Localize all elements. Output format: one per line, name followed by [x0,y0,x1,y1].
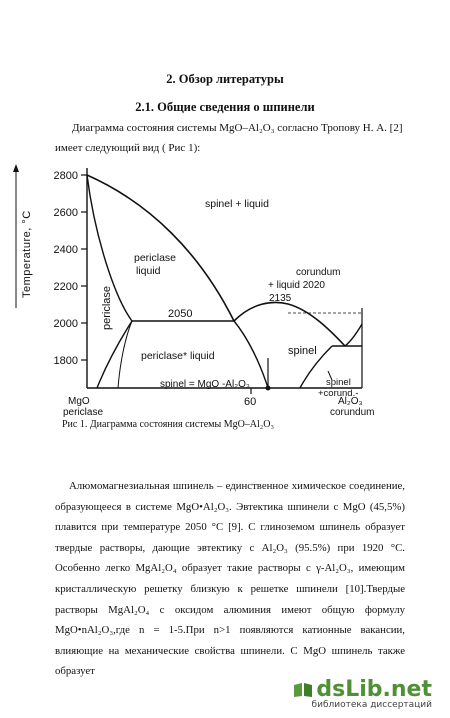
subsection-title: 2.1. Общие сведения о шпинели [135,100,315,114]
figure-caption: Рис 1. Диаграмма состояния системы MgO–A… [62,419,274,430]
spinel-composition-dot [265,385,271,391]
intro-line-1: Диаграмма состояния системы MgO–Al₂O₃ со… [72,122,403,134]
x-tick-60: 60 [244,396,256,408]
label-spinel-formula: spinel = MgO -Al₂O₃ [160,379,250,390]
label-corundum-liquid-1: corundum [296,267,340,278]
phase-diagram: Temperature, °C 2800 2600 2400 2200 2000… [13,164,374,430]
y-axis-arrow-head [13,164,19,172]
corundum-liquidus [344,323,363,347]
label-spinel-corund-1: spinel [326,377,351,388]
spinel-corund-arrow [327,370,333,381]
body-paragraph: Алюмомагнезиальная шпинель – единственно… [55,476,405,682]
label-2050: 2050 [168,308,192,320]
periclase-solvus [86,174,133,389]
label-2135: 2135 [269,293,292,304]
spinel-solvus-right [299,345,333,389]
y-tick-2200: 2200 [54,281,78,293]
y-tick-2600: 2600 [54,207,78,219]
section-title: 2. Обзор литературы [166,72,284,86]
label-spinel-corund-2: +corund.- [318,388,358,399]
watermark: dsLib.net библиотека диссертаций [293,677,432,710]
spinel-solvus-left [233,320,269,389]
paragraph-text: Алюмомагнезиальная шпинель – единственно… [55,480,405,678]
label-periclase-liquid-low: periclase* liquid [141,350,215,362]
x-left-mgo: MgO [68,396,90,407]
label-spinel-liquid: spinel + liquid [205,198,269,210]
label-periclase-liquid-2: liquid [136,265,161,277]
y-tick-2800: 2800 [54,170,78,182]
x-right-corundum: corundum [330,407,374,418]
y-tick-1800: 1800 [54,355,78,367]
periclase-spinel-boundary [117,320,133,389]
periclase-liquidus [86,174,235,322]
label-corundum-liquid-2: + liquid 2020 [268,280,325,291]
spinel-liquidus [233,301,346,347]
x-left-periclase: periclase [63,407,103,418]
label-periclase-liquid-1: periclase [134,252,176,264]
book-icon [294,682,313,697]
label-periclase-vertical: periclase [101,286,113,330]
intro-line-2: имеет следующий вид ( Рис 1): [55,142,201,154]
y-axis-label: Temperature, °C [21,210,33,298]
y-tick-2400: 2400 [54,244,78,256]
label-spinel: spinel [288,345,317,357]
watermark-subtitle: библиотека диссертаций [311,700,432,710]
x-right-al2o3: Al₂O₃ [338,396,363,407]
y-tick-2000: 2000 [54,318,78,330]
watermark-logo: dsLib.net [316,677,432,702]
